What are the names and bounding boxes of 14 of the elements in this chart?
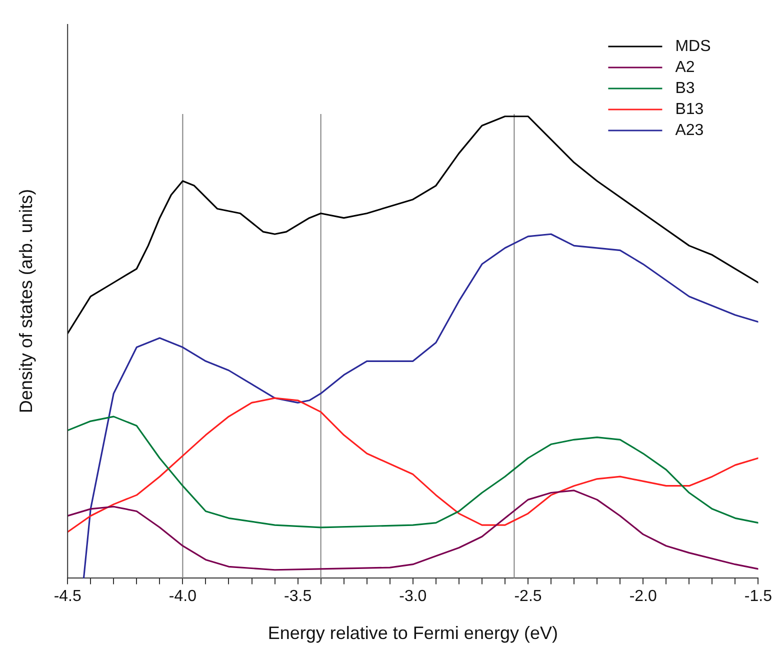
x-axis-title: Energy relative to Fermi energy (eV) xyxy=(268,623,558,644)
x-tick-label: -2.5 xyxy=(514,588,542,606)
x-tick-label: -3.0 xyxy=(399,588,427,606)
y-axis-title: Density of states (arb. units) xyxy=(16,189,36,414)
x-tick-label: -4.0 xyxy=(168,588,197,606)
x-tick-label: -1.5 xyxy=(744,588,772,606)
legend-label: B3 xyxy=(675,80,695,97)
legend-label: MDS xyxy=(675,38,711,55)
x-tick-label: -2.0 xyxy=(629,588,657,606)
legend-label: A2 xyxy=(675,58,695,76)
legend-label: A23 xyxy=(675,122,704,139)
legend-label: B13 xyxy=(675,100,704,118)
x-tick-label: -3.5 xyxy=(284,588,312,606)
x-tick-label: -4.5 xyxy=(54,588,82,606)
